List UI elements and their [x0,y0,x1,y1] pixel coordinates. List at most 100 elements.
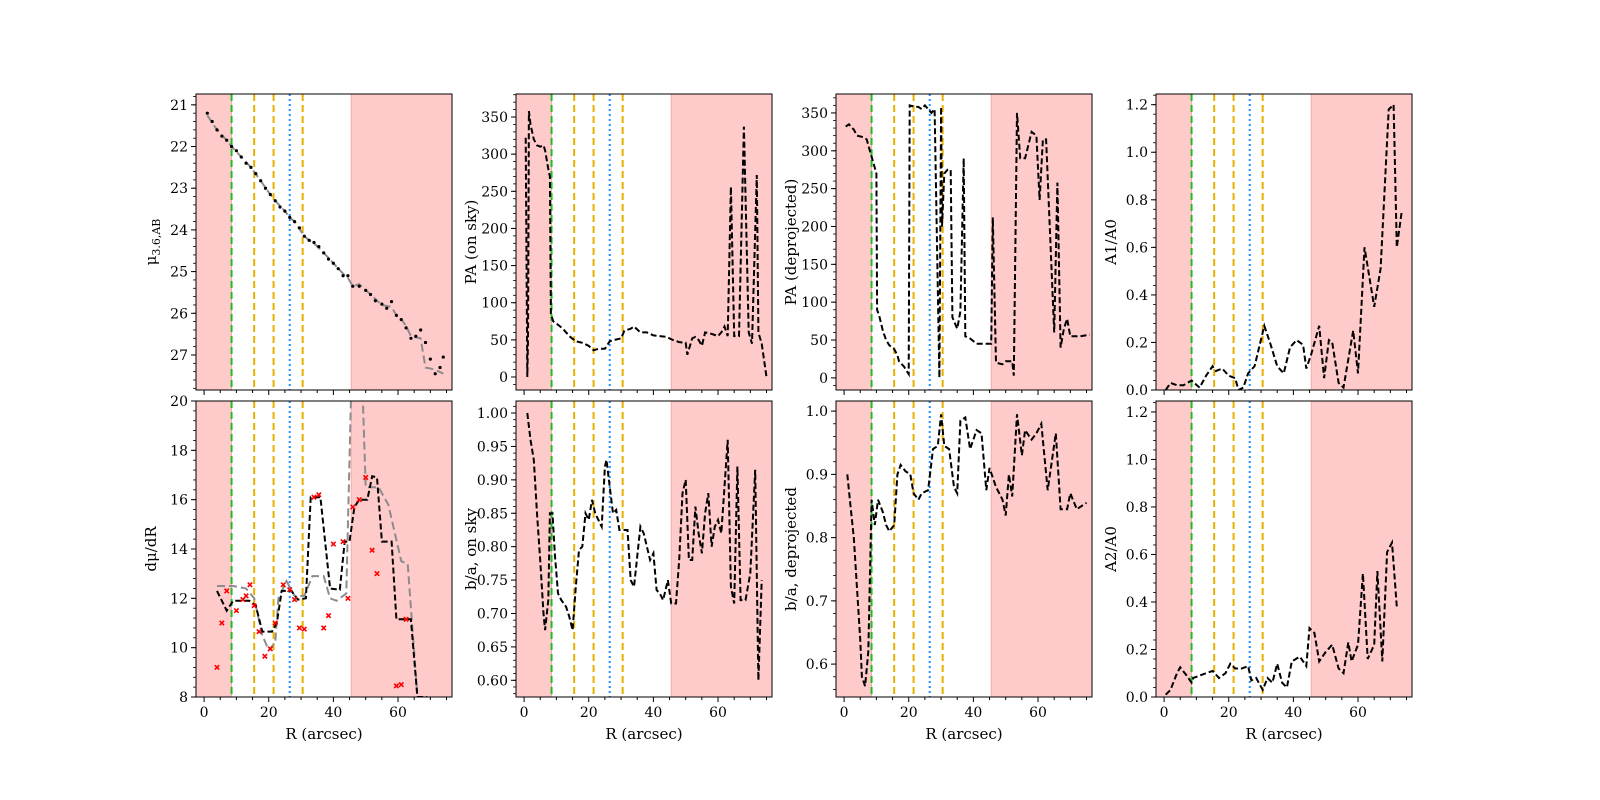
y-tick-label: 350 [481,110,508,126]
shaded-region [1156,401,1192,697]
y-axis-label-main: b/a, deprojected [782,487,800,611]
series-line-ba [526,412,763,681]
data-point-cross [247,582,253,588]
data-point [438,365,442,370]
y-tick-label: 26 [170,306,188,322]
y-tick-label: 50 [490,333,508,349]
y-tick-label: 14 [170,542,188,558]
axes-frame [1155,93,1413,391]
data-point-cross [296,625,303,631]
data-point-cross [256,628,262,635]
x-tick-label: 0 [1160,705,1169,721]
data-point [278,205,282,209]
data-point [419,328,423,332]
y-tick-label: 150 [481,259,508,275]
data-point [385,306,389,310]
y-tick-label: 0.7 [806,594,828,610]
series-line-ba [846,414,1088,687]
data-point [326,257,331,261]
y-tick-label: 350 [801,106,828,122]
data-point-cross [403,616,409,623]
y-tick-label: 0.2 [1126,335,1148,351]
panel-a2: 0 20 40 60 R (arcsec) 0.0 0.2 0.4 0.6 0.8 1.0 1.2 A2… [1102,400,1413,743]
data-point [273,199,277,203]
data-point-cross [219,620,225,626]
y-tick-label: 16 [170,493,188,509]
data-point-cross [233,607,240,614]
data-point [346,274,350,278]
data-point [288,215,292,220]
y-tick-label: 100 [801,295,828,311]
data-point [322,251,326,255]
data-point [210,119,214,124]
data-point [225,138,229,142]
series-line-model [206,114,444,375]
data-point [268,192,272,197]
y-axis-label-main: b/a, on sky [462,508,480,590]
data-point [368,292,373,297]
shaded-region [670,94,772,390]
data-point [364,288,368,292]
y-tick-label: 23 [170,181,188,197]
x-tick-label: 40 [644,705,662,721]
data-point [220,134,224,138]
data-point-cross [340,538,346,545]
plot-area [836,401,1092,697]
data-point [215,128,219,132]
y-tick-label: 0.70 [477,606,508,622]
plot-area [1156,401,1412,697]
y-tick-label: 0 [819,371,828,387]
panel-pa-deproj: 0 50 100 150 200 250 300 350 PA (deprojected) [782,93,1093,395]
y-axis-label: b/a, on sky [462,508,480,590]
y-tick-label: 22 [170,140,188,156]
y-tick-label: 0.6 [806,657,828,673]
plot-area [516,401,772,697]
y-tick-label: 12 [170,591,188,607]
data-point [292,219,297,224]
plot-area [196,94,452,390]
data-point [336,267,340,271]
data-point [373,299,377,303]
data-point [394,313,399,317]
data-point [244,161,248,165]
y-tick-label: 1.2 [1126,405,1148,421]
y-tick-label: 250 [481,184,508,200]
y-tick-label: 0.85 [477,506,508,522]
shaded-region [516,401,552,697]
y-tick-label: 27 [170,348,188,364]
shaded-region [350,94,452,390]
data-point [307,238,311,242]
data-point-cross [320,625,327,631]
y-tick-label: 20 [170,394,188,410]
y-tick-label: 0.4 [1126,595,1148,611]
data-point [389,300,394,304]
y-axis-label-main: dμ/dR [142,526,160,572]
y-tick-label: 0.80 [477,540,508,556]
series-line-pa [524,110,768,378]
y-tick-label: 100 [481,296,508,312]
panel-ba-sky: 0 20 40 60 R (arcsec) 0.60 0.65 0.70 0.75 0.80 0.8… [462,400,773,743]
y-axis-label: dμ/dR [142,526,160,572]
data-point [312,240,316,245]
y-tick-label: 1.00 [477,406,508,422]
data-point-cross [330,541,337,547]
y-tick-label: 200 [801,219,828,235]
data-point [428,357,432,361]
series-line-a1 [1164,102,1403,390]
y-tick-label: 0.60 [477,673,508,689]
y-axis-label: A2/A0 [1102,526,1120,573]
shaded-region [516,94,552,390]
data-point [399,317,403,322]
data-point [441,355,445,359]
data-point [205,111,209,115]
x-tick-label: 40 [324,705,342,721]
data-point-cross [243,593,249,599]
y-tick-label: 1.0 [806,404,828,420]
y-axis-label: b/a, deprojected [782,487,800,611]
y-tick-label: 0.95 [477,439,508,455]
data-point [423,340,428,345]
shaded-region [990,94,1092,390]
y-tick-label: 0.65 [477,640,508,656]
y-tick-label: 0.4 [1126,288,1148,304]
x-tick-label: 20 [260,705,278,721]
